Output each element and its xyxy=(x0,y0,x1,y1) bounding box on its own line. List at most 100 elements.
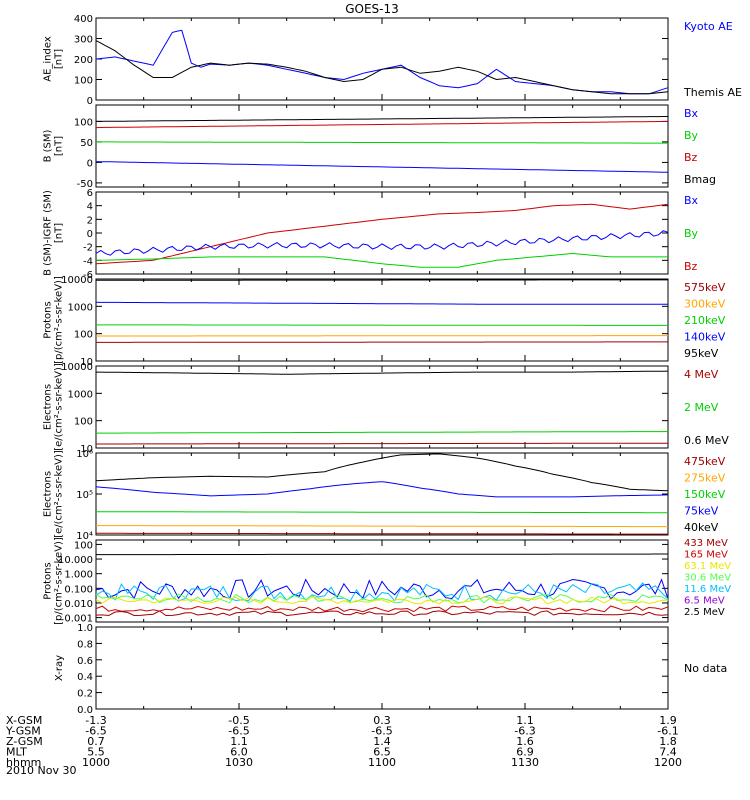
y-tick-label: 100 xyxy=(74,540,93,551)
y-axis-label: [p/(cm²-s-sr-keV)] xyxy=(54,276,65,364)
legend-entry: Bz xyxy=(684,260,698,273)
ephemeris-value: -6.5 xyxy=(371,725,392,738)
legend-entry: 140keV xyxy=(684,331,726,344)
legend-entry: Themis AE xyxy=(683,86,742,99)
y-tick-label: 200 xyxy=(74,55,93,66)
y-axis-label: [nT] xyxy=(54,223,65,243)
legend-entry: 0.6 MeV xyxy=(684,434,729,447)
ephemeris-value: 1.1 xyxy=(230,735,248,748)
y-tick-label: 0.2 xyxy=(77,689,93,700)
series-line-140kev xyxy=(95,301,668,305)
legend-entry: By xyxy=(684,129,699,142)
panel-2: -50 0 50 100 B (SM) [nT] Bx By Bz Bmag xyxy=(43,104,716,190)
y-tick-label: 0 xyxy=(87,158,93,169)
y-tick-label: 10⁴ xyxy=(76,531,93,542)
series-line-40kev xyxy=(95,453,669,492)
y-axis-label: Protons xyxy=(43,301,54,338)
ephemeris-value: 5.5 xyxy=(87,746,105,759)
ephemeris-value: 0.3 xyxy=(373,714,391,727)
plot-title: GOES-13 xyxy=(345,2,399,16)
y-tick-label: 0 xyxy=(87,229,93,240)
y-tick-label: 0.010 xyxy=(64,599,93,610)
ephemeris-row-label: X-GSM xyxy=(6,714,42,727)
ephemeris-value: 1100 xyxy=(368,756,396,769)
legend-entry: 210keV xyxy=(684,314,726,327)
series-line-bmag xyxy=(96,116,668,122)
y-tick-label: 100 xyxy=(74,76,93,87)
legend-entry: 11.6 MeV xyxy=(684,584,731,595)
legend-entry: 475keV xyxy=(684,455,726,468)
y-tick-label: 100 xyxy=(74,417,93,428)
legend-entry: 30.6 MeV xyxy=(684,573,731,584)
ephemeris-value: -6.5 xyxy=(85,725,106,738)
panel-6: 10⁴ 10⁵ 10⁶ Electrons [e/(cm²-s-sr-keV)] 475k… xyxy=(43,449,726,542)
legend-entry: 2 MeV xyxy=(684,401,719,414)
ephemeris-value: -6.5 xyxy=(228,725,249,738)
panel-frame xyxy=(95,626,669,710)
date-label: 2010 Nov 30 xyxy=(6,764,76,777)
ephemeris-row-label: hhmm xyxy=(6,756,41,769)
panel-frame xyxy=(95,365,669,449)
legend-entry: 165 MeV xyxy=(684,550,728,561)
ephemeris-value: 0.7 xyxy=(87,735,105,748)
series-line-475kev xyxy=(96,532,668,535)
series-line-11-6-mev xyxy=(95,582,669,602)
y-tick-label: 400 xyxy=(74,14,93,25)
y-tick-label: 0 xyxy=(87,96,93,107)
y-tick-label: 0.8 xyxy=(77,639,93,650)
ephemeris-value: 1000 xyxy=(82,756,110,769)
y-axis-label: B (SM)-IGRF (SM) xyxy=(43,190,54,276)
series-line-bx xyxy=(95,161,668,173)
series-line-2-mev xyxy=(96,431,669,434)
series-line-433-mev xyxy=(95,610,669,617)
panel-7: 0.001 0.010 0.100 1.000 10.000 100 Protons [p/(… xyxy=(43,537,732,625)
series-line-4-mev xyxy=(96,442,668,445)
series-line-kyoto-ae xyxy=(95,29,669,95)
ephemeris-value: -6.3 xyxy=(514,725,535,738)
y-tick-label: 10⁶ xyxy=(76,449,93,460)
y-axis-label: [e/(cm²-s-sr-keV)] xyxy=(54,450,65,538)
ephemeris-row-label: MLT xyxy=(6,746,27,759)
y-axis-label: AE_index xyxy=(43,36,54,82)
series-line-by xyxy=(95,252,668,268)
series-line-bx xyxy=(95,230,669,256)
y-axis-label: X-ray xyxy=(54,655,65,681)
series-line-275kev xyxy=(96,525,668,528)
y-tick-label: 10 xyxy=(80,357,93,368)
ephemeris-value: -6.1 xyxy=(657,725,678,738)
y-axis-label: [p/(cm²-s-sr-keV)] xyxy=(54,537,65,625)
series-line-0-6-mev xyxy=(96,370,669,375)
panel-4: 10 100 1000 10000 Protons [p/(cm²-s-sr-keV)] 5… xyxy=(43,275,726,368)
legend-entry: Bz xyxy=(684,151,698,164)
y-tick-label: 50 xyxy=(80,138,93,149)
y-tick-label: -50 xyxy=(77,179,93,190)
ephemeris-row-label: Z-GSM xyxy=(6,735,43,748)
y-tick-label: 1000 xyxy=(68,302,93,313)
legend-entry: 433 MeV xyxy=(684,538,728,549)
ephemeris-value: 1.8 xyxy=(659,735,677,748)
ephemeris-value: 7.4 xyxy=(659,746,677,759)
y-tick-label: 10.000 xyxy=(58,555,93,566)
legend-entry: 6.5 MeV xyxy=(684,596,725,607)
series-line-bz xyxy=(95,203,669,265)
series-line-6-5-mev xyxy=(95,578,669,600)
y-tick-label: 10⁵ xyxy=(76,490,93,501)
legend-entry: By xyxy=(684,227,699,240)
y-axis-label: B (SM) xyxy=(43,129,54,162)
y-tick-label: 10000 xyxy=(61,275,93,286)
ephemeris-value: 6.5 xyxy=(373,746,391,759)
legend-entry: 4 MeV xyxy=(684,368,719,381)
series-line-165-mev xyxy=(95,605,669,613)
series-line-63-1-mev xyxy=(95,596,669,605)
y-axis-label: [nT] xyxy=(54,49,65,69)
y-tick-label: 0.001 xyxy=(64,614,93,625)
ephemeris-value: 1.6 xyxy=(516,735,534,748)
series-line-themis-ae xyxy=(95,40,669,95)
series-line-bz xyxy=(95,120,669,129)
ephemeris-value: 1.9 xyxy=(659,714,677,727)
ephemeris-row-label: Y-GSM xyxy=(5,725,41,738)
legend-entry: Bmag xyxy=(684,173,716,186)
legend-entry: 63.1 MeV xyxy=(684,561,731,572)
ephemeris-value: 1.4 xyxy=(373,735,391,748)
